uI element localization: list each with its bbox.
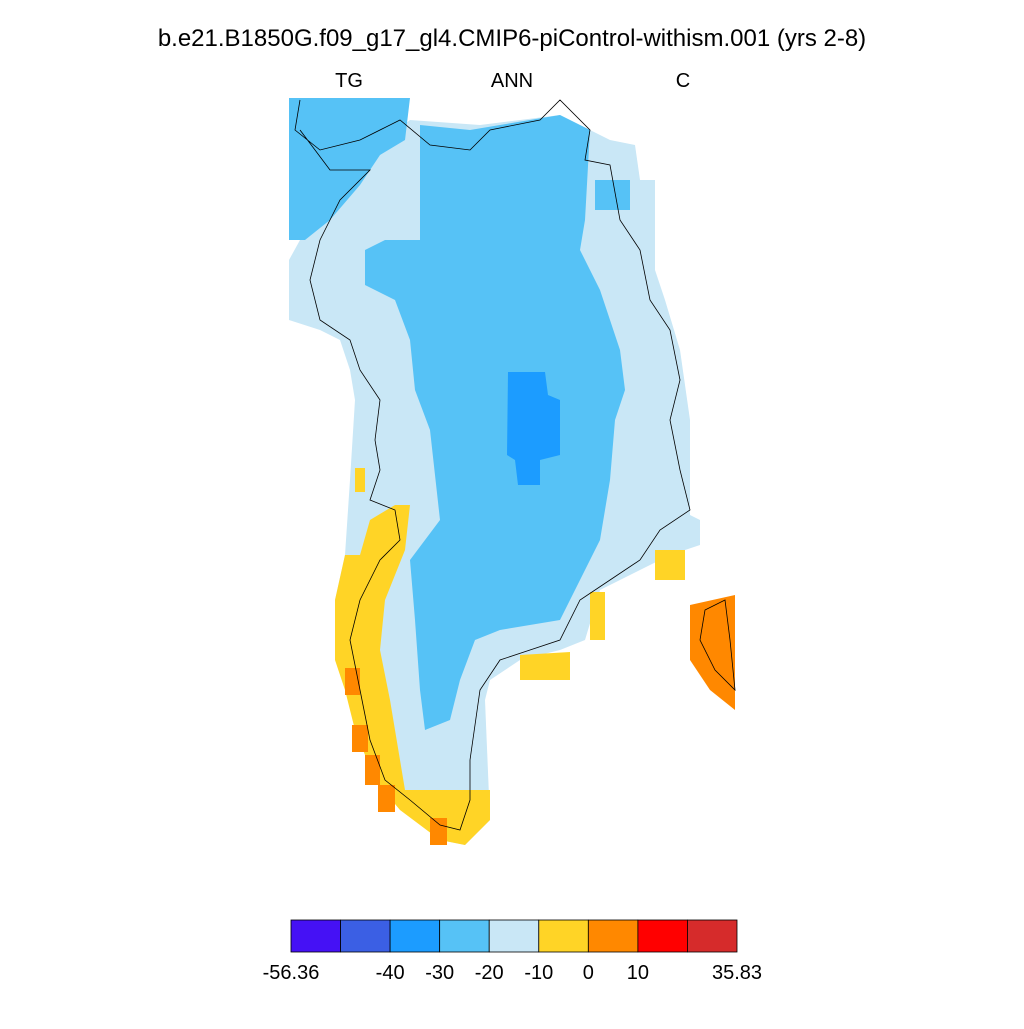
region-warm [590, 592, 605, 640]
colorbar-label: 10 [627, 962, 649, 984]
region-warm [655, 550, 685, 580]
region-cold [507, 372, 560, 485]
colorbar-box [340, 919, 391, 953]
colorbar-box [637, 919, 688, 953]
region-hot [378, 785, 395, 812]
colorbar-box [488, 919, 540, 953]
region-hot [345, 668, 360, 695]
region-medium [289, 98, 410, 240]
colorbar-label: -10 [524, 962, 553, 984]
subtitle-center: ANN [491, 70, 533, 92]
colorbar-label: 35.83 [712, 962, 762, 984]
colorbar-box [687, 919, 738, 953]
region-hot [365, 755, 380, 785]
region-warm [355, 468, 365, 492]
coastline [699, 599, 736, 692]
colorbar-label: -40 [376, 962, 405, 984]
colorbar-box [389, 919, 441, 953]
colorbar-label: -20 [475, 962, 504, 984]
region-warm [520, 652, 570, 680]
colorbar-box [290, 919, 341, 953]
title: b.e21.B1850G.f09_g17_gl4.CMIP6-piControl… [158, 25, 866, 52]
colorbar-box [538, 919, 589, 953]
colorbar: -56.36 -40 -30 -20 -10 0 10 35.83 [263, 919, 762, 984]
colorbar-label: -30 [425, 962, 454, 984]
subtitle-left: TG [335, 70, 363, 92]
colorbar-label: 0 [583, 962, 594, 984]
greenland-field [289, 98, 736, 845]
region-hot [690, 595, 735, 710]
colorbar-label: -56.36 [263, 962, 320, 984]
region-hot [352, 725, 368, 752]
colorbar-box [587, 919, 639, 953]
colorbar-box [439, 919, 490, 953]
region-medium [365, 115, 625, 730]
region-hot [430, 818, 447, 845]
region-medium [595, 180, 630, 210]
coastline [294, 99, 691, 831]
subtitle-right: C [676, 70, 690, 92]
